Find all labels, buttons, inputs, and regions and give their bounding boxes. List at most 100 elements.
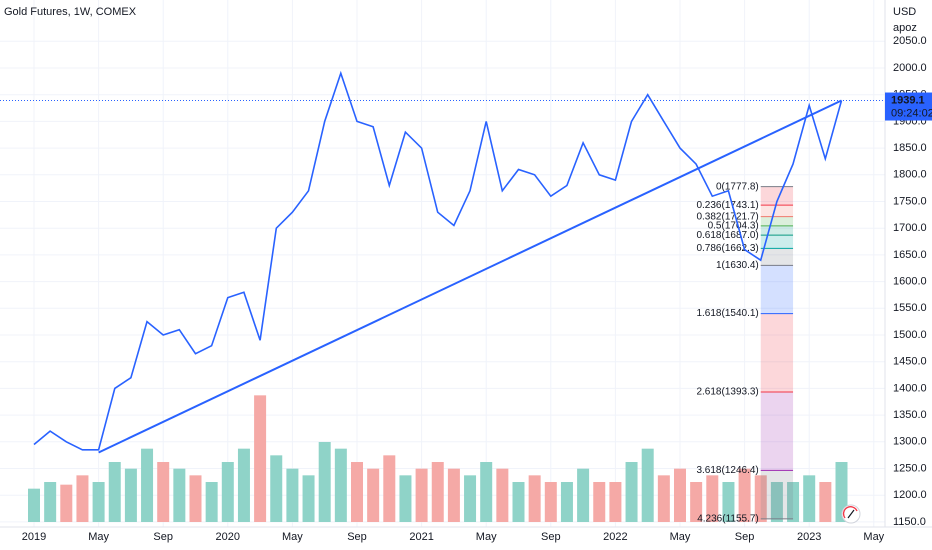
volume-bar: [609, 482, 622, 522]
fib-band: [760, 248, 794, 266]
volume-bar: [787, 482, 800, 522]
fib-band: [760, 225, 794, 236]
volume-bar: [496, 468, 509, 522]
last-price-box: [885, 92, 932, 121]
volume-bar: [28, 488, 40, 522]
x-tick-label: Sep: [347, 531, 367, 543]
y-tick-label: 1500.0: [893, 329, 927, 341]
volume-bar: [189, 475, 202, 522]
x-tick-label: Sep: [541, 531, 561, 543]
y-tick-label: 1350.0: [893, 409, 927, 421]
volume-bar: [770, 482, 783, 522]
x-tick-label: Sep: [735, 531, 755, 543]
price-line: [33, 70, 843, 451]
fib-band: [760, 235, 794, 249]
volume-bar: [577, 468, 590, 522]
volume-bar: [593, 482, 606, 522]
volume-bar: [431, 462, 444, 522]
fib-band: [760, 265, 794, 314]
volume-bar: [76, 475, 89, 522]
alert-icon[interactable]: [841, 504, 861, 524]
volume-bar: [124, 468, 137, 522]
fib-label: 0(1777.8): [716, 181, 759, 192]
x-tick-label: 2022: [603, 531, 627, 543]
volume-bar: [738, 468, 751, 522]
x-tick-label: 2020: [216, 531, 240, 543]
volume-bar: [706, 475, 719, 522]
chart-title: Gold Futures, 1W, COMEX: [4, 6, 137, 18]
y-tick-label: 1400.0: [893, 382, 927, 394]
x-tick-label: Sep: [153, 531, 173, 543]
volume-bar: [480, 462, 493, 522]
volume-bar: [641, 448, 654, 522]
y-tick-label: 1600.0: [893, 276, 927, 288]
unit: apoz: [893, 22, 917, 34]
volume-bar: [560, 482, 573, 522]
y-tick-label: 1700.0: [893, 222, 927, 234]
volume-bar: [237, 448, 250, 522]
fib-band: [760, 470, 794, 519]
volume-bar: [270, 455, 283, 522]
volume-bar: [173, 468, 186, 522]
fib-label: 3.618(1246.4): [696, 465, 758, 476]
volume-bar: [92, 482, 105, 522]
volume-bar: [302, 475, 315, 522]
volume-bar: [334, 448, 347, 522]
y-tick-label: 1250.0: [893, 462, 927, 474]
volume-bar: [835, 462, 848, 522]
volume-bar: [399, 475, 412, 522]
fib-band: [760, 313, 794, 392]
volume-bar: [351, 462, 363, 522]
volume-bar: [819, 482, 832, 522]
volume-bar: [512, 482, 525, 522]
y-tick-label: 2000.0: [893, 62, 927, 74]
y-tick-label: 1300.0: [893, 436, 927, 448]
fib-label: 0.5(1704.3): [708, 221, 759, 232]
fib-band: [760, 205, 794, 217]
fib-label: 4.236(1155.7): [697, 513, 759, 524]
volume-bar: [383, 455, 396, 522]
volume-bar: [221, 462, 234, 522]
y-tick-label: 1750.0: [893, 195, 927, 207]
fib-label: 1(1630.4): [716, 260, 759, 271]
volume-bar: [367, 468, 380, 522]
fib-label: 1.618(1540.1): [696, 308, 758, 319]
fib-label: 0.786(1662.3): [696, 243, 758, 254]
y-tick-label: 1550.0: [893, 302, 927, 314]
volume-bar: [657, 475, 670, 522]
volume-bar: [528, 475, 541, 522]
volume-bar: [722, 482, 735, 522]
y-tick-label: 1200.0: [893, 489, 927, 501]
y-tick-label: 1800.0: [893, 169, 927, 181]
y-tick-label: 1450.0: [893, 356, 927, 368]
x-tick-label: 2023: [797, 531, 821, 543]
volume-bar: [625, 462, 638, 522]
volume-bar: [318, 442, 331, 522]
volume-bar: [544, 482, 557, 522]
y-tick-label: 1150.0: [893, 516, 926, 528]
y-tick-label: 1650.0: [893, 249, 927, 261]
x-tick-label: 2021: [409, 531, 433, 543]
volume-bar: [690, 482, 703, 522]
fib-band: [760, 391, 794, 471]
fib-label: 0.618(1687.0): [696, 230, 758, 241]
x-tick-label: 2019: [22, 531, 46, 543]
volume-bar: [141, 448, 154, 522]
volume-bar: [803, 475, 816, 522]
volume-bar: [464, 475, 477, 522]
volume-bar: [205, 482, 218, 522]
fib-band: [760, 216, 794, 226]
y-tick-label: 2050.0: [893, 35, 927, 47]
volume-bar: [60, 484, 73, 522]
fib-label: 0.382(1721.7): [696, 211, 758, 222]
volume-bar: [286, 468, 299, 522]
x-tick-label: May: [476, 531, 497, 543]
fib-label: 2.618(1393.3): [696, 387, 758, 398]
volume-bar: [108, 462, 121, 522]
x-tick-label: May: [282, 531, 303, 543]
volume-bar: [44, 482, 57, 522]
x-tick-label: May: [670, 531, 691, 543]
countdown-label: 09:24:02: [891, 107, 932, 119]
x-tick-label: May: [88, 531, 109, 543]
